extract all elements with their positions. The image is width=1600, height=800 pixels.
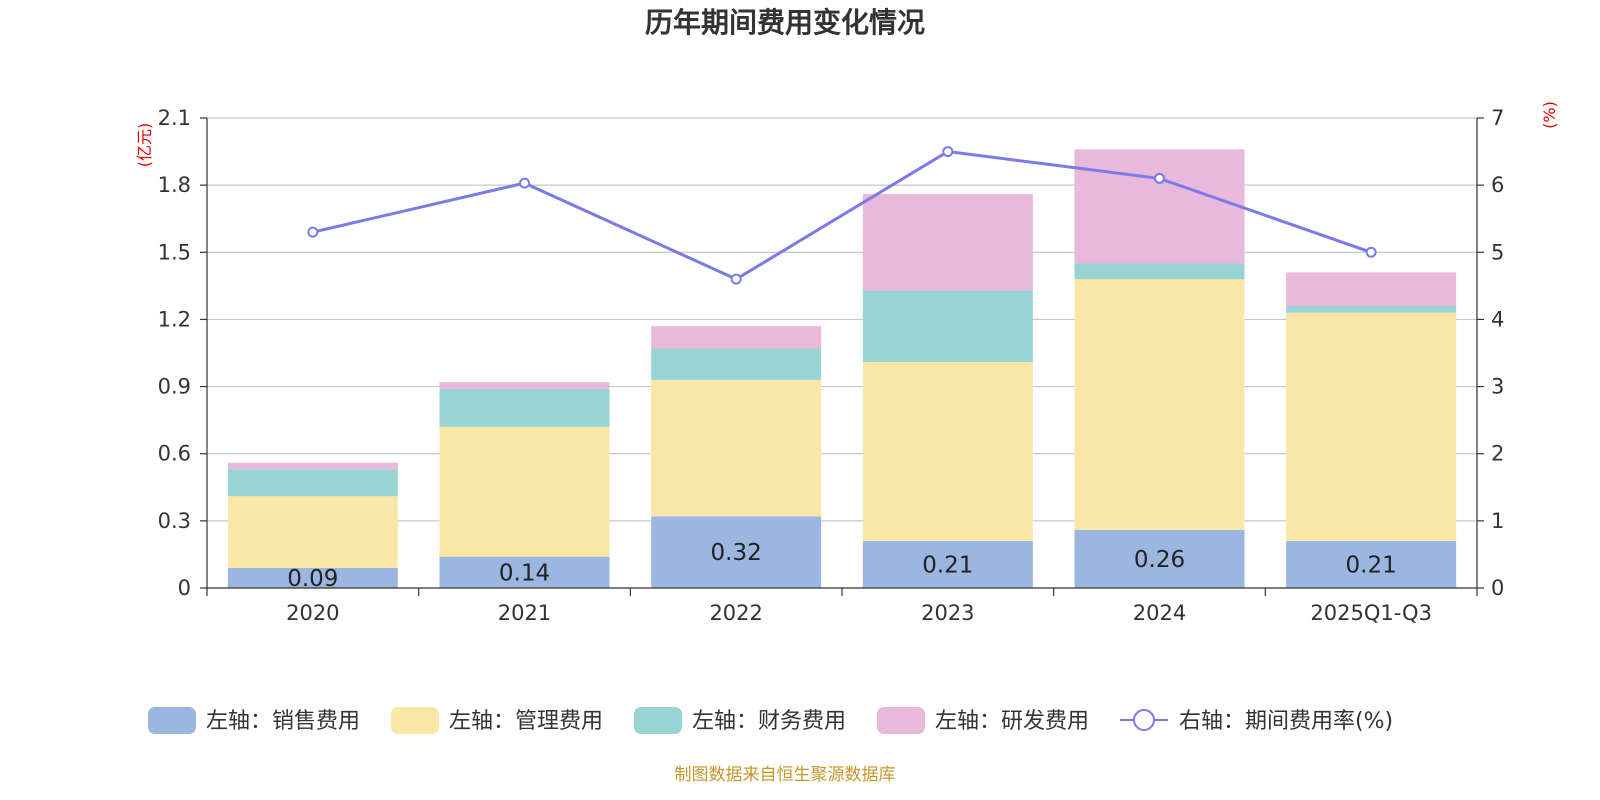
rate-point-1 [519, 177, 530, 189]
bar-series [227, 149, 1457, 588]
bar-s2-1 [439, 388, 610, 427]
legend-swatch-0 [148, 707, 196, 734]
data-labels: 0.09 0.14 0.32 0.21 0.26 0.21 [287, 540, 1397, 592]
x-tick-label-1: 2021 [498, 601, 551, 625]
bar-s0-5 [1286, 541, 1457, 588]
bar-label-3: 0.21 [922, 553, 973, 579]
bar-s1-2 [651, 379, 822, 517]
legend-label-1: 左轴：管理费用 [449, 709, 603, 734]
legend-label-line: 右轴：期间费用率(%) [1179, 709, 1393, 734]
bar-s2-0 [227, 469, 398, 497]
x-tick-label-0: 2020 [286, 601, 339, 625]
bar-s3-3 [862, 194, 1033, 291]
left-tick-label-6: 1.8 [158, 173, 191, 197]
bar-label-1: 0.14 [499, 560, 550, 586]
bar-s0-4 [1074, 529, 1245, 588]
bar-s3-5 [1286, 272, 1457, 306]
bar-s1-0 [227, 496, 398, 568]
bar-s3-1 [439, 382, 610, 389]
left-tick-label-0: 0 [178, 576, 191, 600]
right-axis-unit: (%) [1540, 101, 1559, 129]
left-tick-label-1: 0.3 [158, 509, 191, 533]
bar-s0-1 [439, 556, 610, 588]
left-tick-label-7: 2.1 [158, 106, 191, 130]
right-tick-label-6: 6 [1491, 173, 1504, 197]
right-tick-label-2: 2 [1491, 442, 1504, 466]
bar-s3-4 [1074, 149, 1245, 264]
bar-s2-3 [862, 290, 1033, 362]
bar-s0-3 [862, 541, 1033, 588]
x-tick-label-3: 2023 [921, 601, 974, 625]
rate-point-0 [307, 226, 319, 238]
source-note: 制图数据来自恒生聚源数据库 [675, 765, 896, 785]
bar-label-5: 0.21 [1346, 553, 1397, 579]
bar-s0-0 [227, 567, 398, 588]
bar-s3-2 [651, 326, 822, 349]
legend-swatch-1 [391, 707, 439, 734]
legend-label-3: 左轴：研发费用 [935, 709, 1089, 734]
bar-s1-1 [439, 426, 610, 557]
x-tick-label-5: 2025Q1-Q3 [1310, 601, 1432, 625]
left-tick-label-2: 0.6 [158, 442, 191, 466]
bar-s3-0 [227, 462, 398, 470]
legend-swatch-2 [634, 707, 682, 734]
right-tick-label-7: 7 [1491, 106, 1504, 130]
left-tick-label-4: 1.2 [158, 307, 191, 331]
legend: 左轴：销售费用 左轴：管理费用 左轴：财务费用 左轴：研发费用 右轴：期间费用率(%) [148, 707, 1393, 734]
right-tick-label-0: 0 [1491, 576, 1504, 600]
rate-line-series [307, 146, 1377, 285]
right-tick-label-3: 3 [1491, 375, 1504, 399]
legend-swatch-3 [877, 707, 925, 734]
bar-s0-2 [651, 516, 822, 588]
bar-s1-5 [1286, 312, 1457, 541]
rate-line [312, 150, 1372, 281]
right-tick-label-1: 1 [1491, 509, 1504, 533]
rate-point-4 [1154, 172, 1165, 184]
rate-point-2 [730, 273, 742, 285]
legend-label-2: 左轴：财务费用 [692, 709, 846, 734]
bar-s2-2 [651, 348, 822, 380]
legend-label-0: 左轴：销售费用 [206, 709, 360, 734]
left-axis-unit: (亿元) [135, 123, 154, 168]
x-tick-label-4: 2024 [1133, 601, 1186, 625]
chart-title: 历年期间费用变化情况 [645, 6, 925, 39]
bar-label-2: 0.32 [711, 540, 762, 566]
bar-s2-5 [1286, 306, 1457, 313]
right-tick-label-4: 4 [1491, 307, 1504, 331]
grid-lines [207, 117, 1477, 522]
x-tick-label-2: 2022 [709, 601, 762, 625]
bar-label-4: 0.26 [1134, 547, 1185, 573]
left-tick-label-5: 1.5 [158, 240, 191, 264]
axes: 0 0.3 0.6 0.9 1.2 1.5 1.8 2.1 0 1 2 3 4 5 6 7 2020 2021 20… [158, 106, 1505, 625]
rate-point-5 [1365, 246, 1377, 258]
left-tick-label-3: 0.9 [158, 375, 191, 399]
bar-s2-4 [1074, 263, 1245, 280]
right-tick-label-5: 5 [1491, 240, 1504, 264]
legend-line-marker [1133, 709, 1155, 731]
bar-label-0: 0.09 [287, 566, 338, 592]
rate-point-3 [942, 146, 954, 158]
bar-s1-3 [862, 361, 1033, 541]
bar-s1-4 [1074, 279, 1245, 530]
